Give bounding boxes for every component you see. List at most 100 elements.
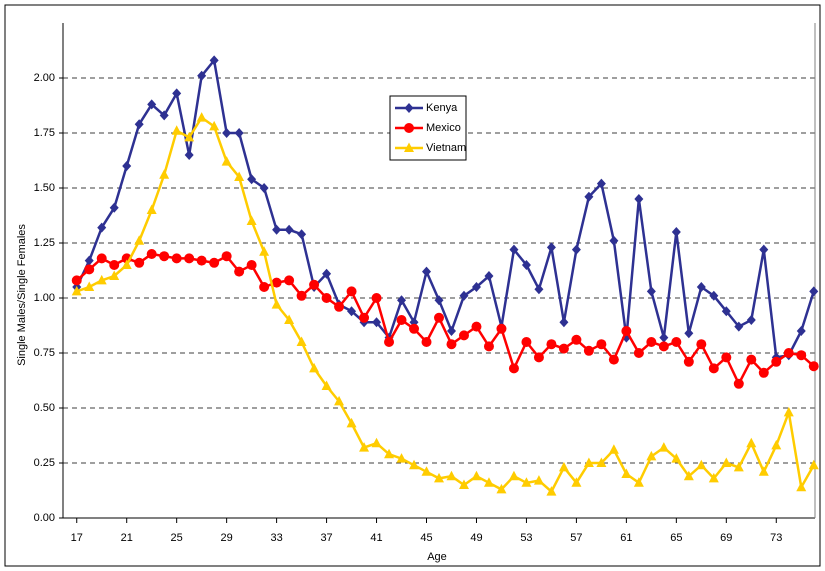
point [496,483,507,494]
legend-marker [404,142,414,152]
point [346,286,357,297]
point [733,378,744,389]
point [671,337,682,347]
point [246,215,257,225]
point [621,326,632,336]
point [434,312,444,323]
point [209,257,220,268]
point [634,194,644,204]
point [259,246,270,256]
point [271,299,282,309]
x-tick-label: 73 [770,532,782,544]
point [97,222,107,233]
point [721,352,732,363]
point [683,470,694,481]
point [584,191,594,202]
y-axis-title: Single Males/Single Females [16,224,28,366]
point [446,339,457,350]
point [471,470,482,481]
point [196,112,207,122]
point [334,301,345,312]
x-tick-label: 21 [121,532,133,544]
legend-label: Mexico [426,122,461,134]
point [609,235,619,246]
point [758,367,769,378]
point [434,472,444,483]
point [633,477,644,487]
point [671,227,681,237]
point [159,169,170,179]
point [172,88,182,99]
point [746,354,757,365]
point [783,406,794,417]
point [234,266,245,277]
point [521,477,532,487]
point [759,244,769,255]
point [196,255,207,266]
point [446,326,456,336]
point [384,337,395,347]
point [121,259,132,269]
point [646,286,656,297]
point [221,156,232,166]
point [84,281,95,291]
point [771,356,782,367]
point [422,266,432,277]
y-tick-label: 0.00 [34,512,55,524]
point [808,361,819,372]
point [458,479,469,489]
point [272,224,282,235]
point [696,339,707,350]
point [721,457,732,467]
point [684,328,694,339]
legend-marker [404,103,414,113]
x-tick-label: 69 [720,532,732,544]
point [558,343,569,354]
point [309,279,320,290]
point [583,345,594,356]
x-tick-label: 53 [520,532,532,544]
point [796,350,807,361]
point [596,457,607,467]
x-tick-label: 41 [370,532,382,544]
point [71,285,82,296]
point [146,204,157,214]
point [284,275,295,286]
point [321,380,332,390]
point [508,470,519,481]
point [796,481,807,492]
point [334,395,345,406]
point [372,317,382,328]
point [721,306,731,317]
x-tick-label: 25 [171,532,183,544]
chart-frame [4,4,821,567]
point [209,120,220,131]
point [621,468,632,478]
point [434,295,444,306]
point [708,472,719,483]
point [297,229,307,240]
point [359,312,370,323]
y-tick-label: 1.00 [34,292,55,304]
point [222,128,232,138]
point [96,274,107,285]
point [484,271,494,281]
point [109,202,119,213]
point [483,341,494,352]
point [421,337,432,347]
point [521,260,531,270]
point [596,178,606,189]
point [309,362,320,373]
point [147,99,157,110]
point [758,466,769,476]
point [84,264,95,275]
point [421,466,432,476]
point [808,459,819,470]
point [197,70,207,81]
point [446,470,457,481]
x-tick-label: 45 [420,532,432,544]
point [134,235,145,245]
point [608,354,619,365]
point [159,110,169,121]
y-tick-label: 0.50 [34,402,55,414]
